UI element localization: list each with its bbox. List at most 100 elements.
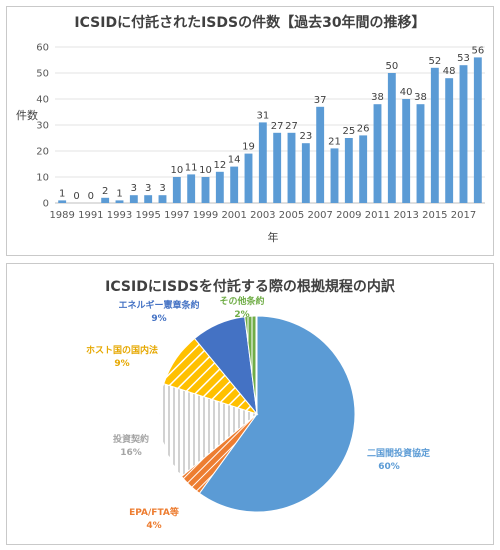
data-label-1994: 3 bbox=[131, 183, 137, 194]
bar-2012 bbox=[387, 73, 396, 203]
y-tick-label: 30 bbox=[36, 121, 49, 132]
x-tick-label: 2009 bbox=[336, 210, 361, 221]
pie-percent-label: 2% bbox=[234, 310, 249, 320]
data-label-2004: 27 bbox=[271, 121, 284, 132]
x-axis-label: 年 bbox=[268, 230, 279, 244]
bar-1998 bbox=[187, 174, 196, 203]
x-tick-label: 1999 bbox=[193, 210, 218, 221]
bar-2000 bbox=[215, 171, 224, 203]
bar-1999 bbox=[201, 177, 210, 203]
pie-percent-label: 9% bbox=[151, 314, 166, 324]
bar-2009 bbox=[344, 138, 353, 203]
x-tick-label: 2003 bbox=[250, 210, 275, 221]
bar-2007 bbox=[316, 106, 325, 203]
bar-2014 bbox=[416, 104, 425, 203]
data-label-2007: 37 bbox=[314, 95, 327, 106]
data-label-1991: 0 bbox=[88, 191, 94, 202]
pie-label: ホスト国の国内法 bbox=[86, 344, 158, 356]
bar-1989 bbox=[58, 200, 67, 203]
pie-slice-6 bbox=[244, 315, 258, 415]
x-tick-label: 1989 bbox=[49, 210, 74, 221]
pie-label: 投資契約 bbox=[113, 433, 149, 445]
bar-2011 bbox=[373, 104, 382, 203]
data-label-2006: 23 bbox=[299, 131, 312, 142]
x-tick-label: 1993 bbox=[107, 210, 132, 221]
pie-percent-label: 60% bbox=[378, 462, 400, 472]
bar-1996 bbox=[158, 195, 167, 203]
bar-2008 bbox=[330, 148, 339, 203]
data-label-2010: 26 bbox=[357, 123, 370, 134]
bar-2005 bbox=[287, 132, 296, 203]
y-tick-label: 10 bbox=[36, 173, 49, 184]
pie-label: エネルギー憲章条約 bbox=[118, 299, 199, 311]
bar-2003 bbox=[258, 122, 267, 203]
bar-2002 bbox=[244, 153, 253, 203]
x-tick-label: 2011 bbox=[365, 210, 390, 221]
pie-chart-title: ICSIDにISDSを付託する際の根拠規程の内訳 bbox=[105, 278, 396, 295]
pie-percent-label: 16% bbox=[120, 448, 142, 458]
y-tick-label: 60 bbox=[36, 43, 49, 54]
data-label-2009: 25 bbox=[342, 126, 355, 137]
data-label-1993: 1 bbox=[116, 188, 122, 199]
data-label-2018: 56 bbox=[471, 45, 484, 56]
data-label-2002: 19 bbox=[242, 142, 255, 153]
pie-slice-1 bbox=[198, 315, 356, 513]
data-label-2003: 31 bbox=[256, 110, 269, 121]
y-tick-label: 20 bbox=[36, 147, 49, 158]
pie-chart-panel: ICSIDにISDSを付託する際の根拠規程の内訳 二国間投資協定 60% EPA/F… bbox=[6, 263, 494, 545]
x-tick-label: 2001 bbox=[221, 210, 246, 221]
bar-2016 bbox=[445, 78, 454, 203]
data-label-2001: 14 bbox=[228, 155, 241, 166]
data-label-2012: 50 bbox=[385, 61, 398, 72]
pie-percent-label: 9% bbox=[114, 359, 129, 369]
pie-label: EPA/FTA等 bbox=[129, 506, 179, 518]
bar-2010 bbox=[359, 135, 368, 203]
data-label-2017: 53 bbox=[457, 53, 470, 64]
x-tick-label: 2007 bbox=[307, 210, 332, 221]
data-label-1995: 3 bbox=[145, 183, 151, 194]
data-label-1996: 3 bbox=[159, 183, 165, 194]
bar-2013 bbox=[402, 99, 411, 203]
data-label-1989: 1 bbox=[59, 188, 65, 199]
bar-2006 bbox=[301, 143, 310, 203]
data-label-2008: 21 bbox=[328, 136, 341, 147]
x-tick-label: 2017 bbox=[451, 210, 476, 221]
x-tick-label: 1997 bbox=[164, 210, 189, 221]
data-label-1999: 10 bbox=[199, 165, 212, 176]
bar-1993 bbox=[115, 200, 124, 203]
pie-percent-label: 4% bbox=[146, 521, 161, 531]
y-tick-label: 0 bbox=[43, 199, 49, 210]
y-tick-label: 40 bbox=[36, 95, 49, 106]
x-tick-label: 2013 bbox=[393, 210, 418, 221]
data-label-2005: 27 bbox=[285, 121, 298, 132]
x-tick-label: 1995 bbox=[135, 210, 160, 221]
data-label-2000: 12 bbox=[213, 160, 226, 171]
data-label-2016: 48 bbox=[443, 66, 456, 77]
bar-1992 bbox=[101, 197, 110, 203]
bar-chart-title: ICSIDに付託されたISDSの件数【過去30年間の推移】 bbox=[74, 14, 425, 31]
data-label-2013: 40 bbox=[400, 87, 413, 98]
pie-label: 二国間投資協定 bbox=[367, 447, 431, 459]
x-tick-label: 2005 bbox=[279, 210, 304, 221]
data-label-2014: 38 bbox=[414, 92, 427, 103]
x-tick-label: 1991 bbox=[78, 210, 103, 221]
pie-chart: ICSIDにISDSを付託する際の根拠規程の内訳 二国間投資協定 60% EPA/F… bbox=[86, 278, 431, 531]
data-label-1990: 0 bbox=[73, 191, 79, 202]
bar-2001 bbox=[230, 166, 239, 203]
bar-1995 bbox=[144, 195, 153, 203]
y-axis-label: 件数 bbox=[16, 109, 38, 122]
y-tick-label: 50 bbox=[36, 69, 49, 80]
bar-2017 bbox=[459, 65, 468, 203]
bar-2018 bbox=[473, 57, 482, 204]
data-label-2011: 38 bbox=[371, 92, 384, 103]
data-label-1992: 2 bbox=[102, 186, 108, 197]
pie-slice-3 bbox=[158, 383, 259, 478]
bar-1994 bbox=[129, 195, 138, 203]
bar-2015 bbox=[430, 67, 439, 203]
bar-1997 bbox=[172, 177, 181, 203]
bar-2004 bbox=[273, 132, 282, 203]
data-label-1998: 11 bbox=[185, 162, 198, 173]
data-label-2015: 52 bbox=[428, 56, 441, 67]
